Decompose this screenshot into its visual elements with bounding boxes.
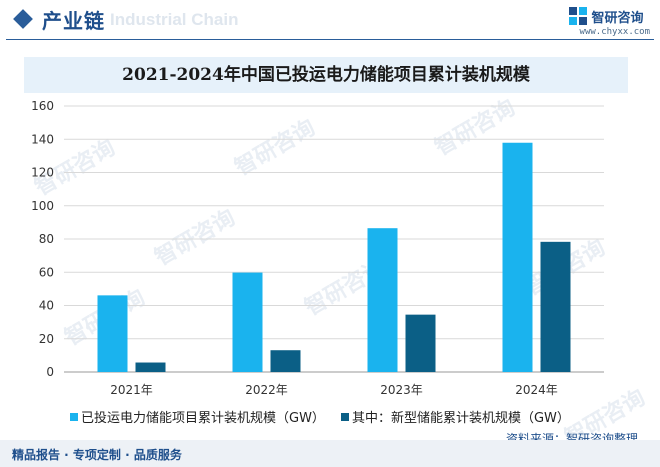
bar-new-type-0: [135, 362, 166, 372]
section-subtitle-ghost: Industrial Chain: [110, 10, 239, 29]
legend-label: 已投运电力储能项目累计装机规模（GW）: [81, 411, 325, 426]
header-divider: [6, 39, 654, 40]
y-tick-label: 60: [39, 265, 54, 279]
footer-text: 精品报告 · 专项定制 · 品质服务: [12, 448, 182, 462]
x-tick-label: 2022年: [245, 383, 288, 397]
bar-total-1: [232, 272, 263, 372]
bar-new-type-1: [270, 350, 301, 372]
bar-total-2: [367, 228, 398, 372]
y-tick-label: 40: [39, 299, 54, 313]
legend-label: 其中：新型储能累计装机规模（GW）: [351, 411, 570, 426]
bar-new-type-2: [405, 314, 436, 372]
legend-item: 其中：新型储能累计装机规模（GW）: [340, 407, 570, 426]
chart-title-band: 2021-2024年中国已投运电力储能项目累计装机规模: [24, 57, 628, 93]
y-tick-label: 80: [39, 232, 54, 246]
y-tick-label: 100: [31, 199, 54, 213]
brand-url: www.chyxx.com: [579, 27, 650, 37]
footer-band: [0, 440, 660, 467]
brand-name: 智研咨询: [591, 10, 644, 26]
y-tick-label: 140: [31, 132, 54, 146]
x-tick-label: 2024年: [515, 383, 558, 397]
section-title: 产业链: [42, 9, 105, 33]
y-tick-label: 20: [39, 332, 54, 346]
legend-swatch: [70, 412, 78, 421]
y-tick-label: 120: [31, 166, 54, 180]
x-tick-label: 2021年: [110, 383, 153, 397]
legend-swatch: [340, 412, 349, 421]
brand-logo-icon: [568, 7, 587, 25]
legend-item: 已投运电力储能项目累计装机规模（GW）: [70, 407, 325, 426]
x-tick-label: 2023年: [380, 383, 423, 397]
chart-title: 2021-2024年中国已投运电力储能项目累计装机规模: [122, 65, 530, 85]
brand-block: 智研咨询 www.chyxx.com: [568, 6, 650, 37]
header-bar: 产业链 Industrial Chain 智研咨询 www.chyxx.com: [0, 0, 660, 40]
bar-total-3: [502, 142, 533, 372]
y-tick-label: 0: [46, 365, 54, 379]
bar-total-0: [97, 295, 128, 372]
bar-new-type-3: [540, 241, 571, 372]
y-tick-label: 160: [31, 99, 54, 113]
chart-legend: 已投运电力储能项目累计装机规模（GW） 其中：新型储能累计装机规模（GW）: [70, 407, 586, 426]
